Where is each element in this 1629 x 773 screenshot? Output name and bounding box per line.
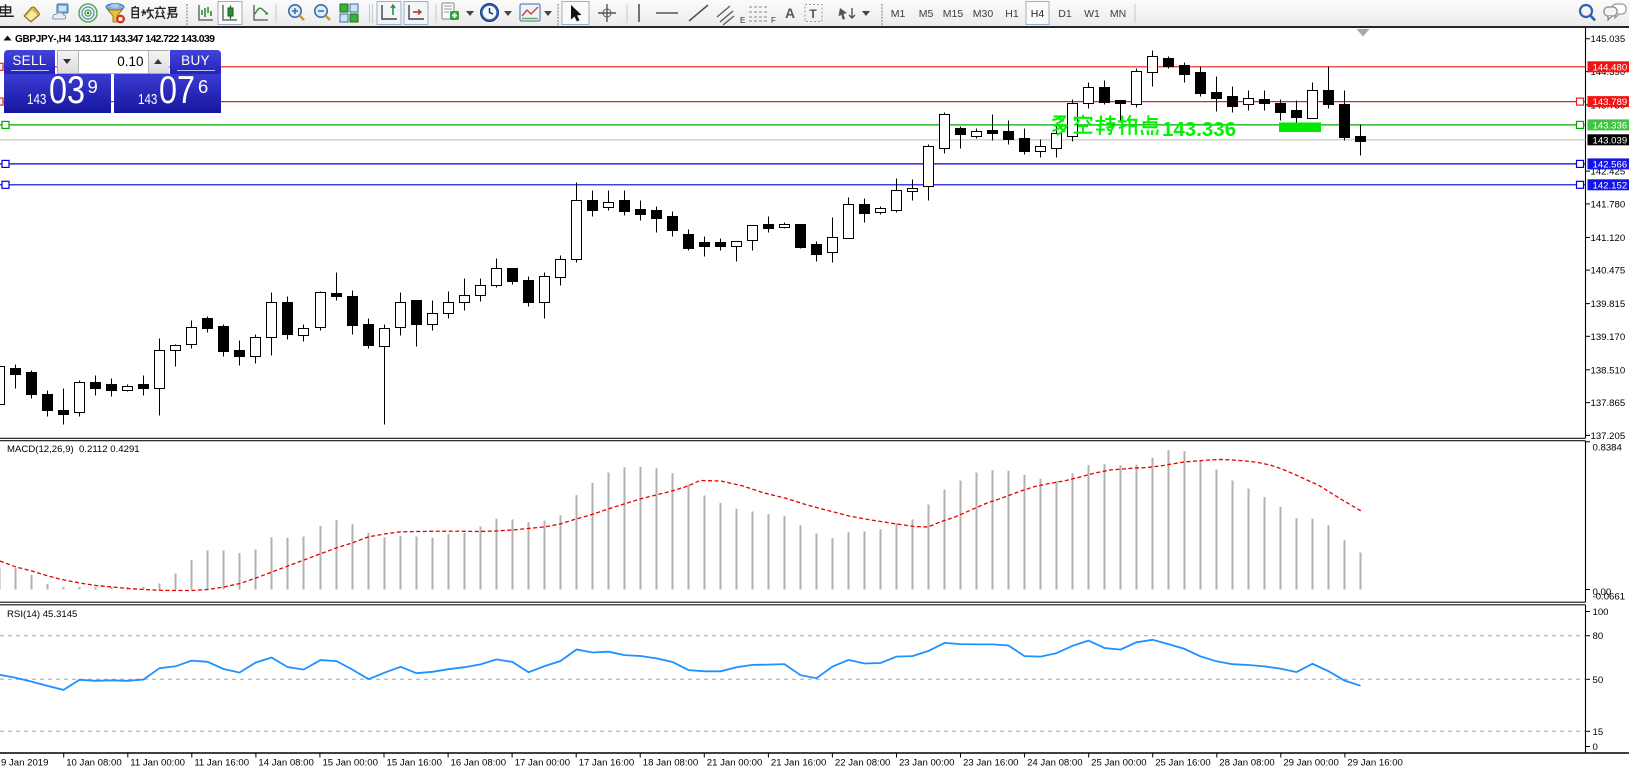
svg-text:28 Jan 08:00: 28 Jan 08:00 <box>1219 758 1274 769</box>
svg-text:GBPJPY-,H4: GBPJPY-,H4 <box>15 34 72 45</box>
svg-text:M30: M30 <box>973 8 994 20</box>
svg-text:15 Jan 16:00: 15 Jan 16:00 <box>387 758 442 769</box>
svg-text:141.120: 141.120 <box>1591 233 1626 244</box>
svg-text:139.170: 139.170 <box>1591 332 1626 343</box>
svg-text:15 Jan 00:00: 15 Jan 00:00 <box>322 758 377 769</box>
svg-text:143.789: 143.789 <box>1593 97 1628 108</box>
svg-text:139.815: 139.815 <box>1591 299 1626 310</box>
svg-text:0.00: 0.00 <box>1593 587 1612 598</box>
svg-text:18 Jan 08:00: 18 Jan 08:00 <box>643 758 698 769</box>
svg-text:17 Jan 00:00: 17 Jan 00:00 <box>515 758 570 769</box>
svg-text:T: T <box>809 7 817 21</box>
svg-text:142.566: 142.566 <box>1593 159 1628 170</box>
svg-text:A: A <box>785 5 795 21</box>
svg-text:E: E <box>740 16 745 25</box>
svg-text:10 Jan 08:00: 10 Jan 08:00 <box>66 758 121 769</box>
svg-text:80: 80 <box>1593 631 1604 642</box>
svg-text:0: 0 <box>1593 742 1598 753</box>
svg-text:29 Jan 16:00: 29 Jan 16:00 <box>1347 758 1402 769</box>
svg-text:22 Jan 08:00: 22 Jan 08:00 <box>835 758 890 769</box>
svg-text:11 Jan 00:00: 11 Jan 00:00 <box>130 758 185 769</box>
svg-text:M1: M1 <box>891 8 906 20</box>
svg-text:143.117 143.347 142.722 143.03: 143.117 143.347 142.722 143.039 <box>75 33 216 45</box>
svg-text:-0.0661: -0.0661 <box>1593 592 1626 603</box>
svg-text:29 Jan 00:00: 29 Jan 00:00 <box>1283 758 1338 769</box>
svg-text:145.035: 145.035 <box>1591 34 1626 45</box>
svg-text:16 Jan 08:00: 16 Jan 08:00 <box>451 758 506 769</box>
svg-text:11 Jan 16:00: 11 Jan 16:00 <box>194 758 249 769</box>
svg-text:H4: H4 <box>1031 8 1045 20</box>
svg-text:W1: W1 <box>1084 8 1100 20</box>
svg-text:140.475: 140.475 <box>1591 266 1626 277</box>
svg-text:M5: M5 <box>919 8 934 20</box>
svg-text:141.780: 141.780 <box>1591 199 1626 210</box>
svg-text:D1: D1 <box>1058 8 1072 20</box>
svg-text:143.336: 143.336 <box>1162 118 1236 141</box>
svg-text:21 Jan 16:00: 21 Jan 16:00 <box>771 758 826 769</box>
svg-text:142.152: 142.152 <box>1593 180 1628 191</box>
svg-text:17 Jan 16:00: 17 Jan 16:00 <box>579 758 634 769</box>
svg-text:143.336: 143.336 <box>1593 120 1628 131</box>
svg-text:25 Jan 00:00: 25 Jan 00:00 <box>1091 758 1146 769</box>
svg-text:RSI(14) 45.3145: RSI(14) 45.3145 <box>7 609 77 620</box>
svg-text:50: 50 <box>1593 675 1604 686</box>
svg-text:137.205: 137.205 <box>1591 431 1626 442</box>
svg-text:F: F <box>771 16 776 25</box>
svg-text:23 Jan 16:00: 23 Jan 16:00 <box>963 758 1018 769</box>
svg-text:25 Jan 16:00: 25 Jan 16:00 <box>1155 758 1210 769</box>
svg-text:15: 15 <box>1593 727 1604 738</box>
svg-text:14 Jan 08:00: 14 Jan 08:00 <box>258 758 313 769</box>
svg-text:138.510: 138.510 <box>1591 365 1626 376</box>
svg-text:144.480: 144.480 <box>1593 62 1628 73</box>
svg-text:21 Jan 00:00: 21 Jan 00:00 <box>707 758 762 769</box>
svg-text:M15: M15 <box>943 8 964 20</box>
svg-text:137.865: 137.865 <box>1591 398 1626 409</box>
svg-text:MN: MN <box>1110 8 1126 20</box>
svg-text:144.390: 144.390 <box>1591 67 1626 78</box>
svg-text:0.8384: 0.8384 <box>1593 443 1623 454</box>
svg-text:100: 100 <box>1593 607 1609 618</box>
svg-text:MACD(12,26,9) 0.2112 0.4291: MACD(12,26,9) 0.2112 0.4291 <box>7 444 140 455</box>
svg-text:142.425: 142.425 <box>1591 167 1626 178</box>
svg-text:143.039: 143.039 <box>1593 135 1628 146</box>
svg-text:23 Jan 00:00: 23 Jan 00:00 <box>899 758 954 769</box>
svg-text:H1: H1 <box>1005 8 1019 20</box>
svg-text:9 Jan 2019: 9 Jan 2019 <box>1 758 48 769</box>
svg-text:24 Jan 08:00: 24 Jan 08:00 <box>1027 758 1082 769</box>
